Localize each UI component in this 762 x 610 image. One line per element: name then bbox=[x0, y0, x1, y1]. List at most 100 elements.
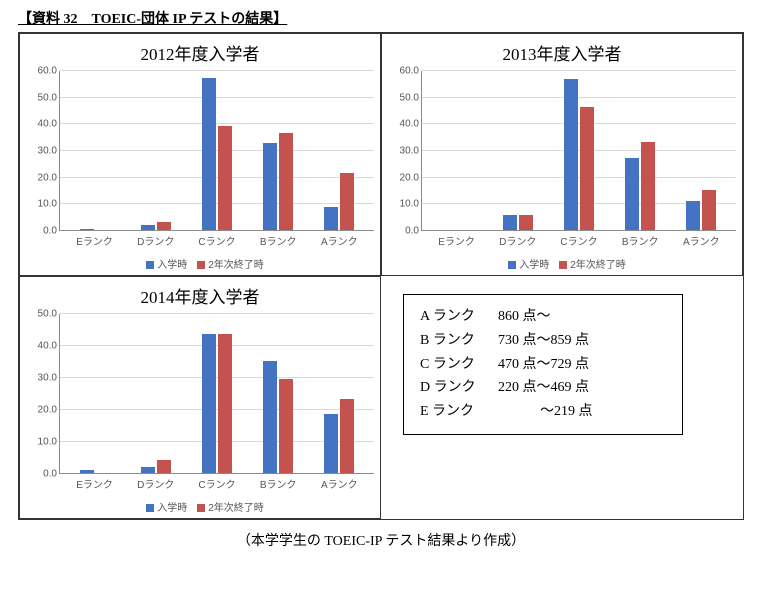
legend-label-series1: 入学時 bbox=[157, 260, 187, 271]
bar-series1 bbox=[141, 225, 155, 230]
legend-swatch-series2 bbox=[559, 261, 567, 269]
document-title: 【資料 32 TOEIC-団体 IP テストの結果】 bbox=[18, 8, 744, 28]
bar-series2 bbox=[702, 190, 716, 230]
plot-area bbox=[60, 314, 374, 474]
rank-row: C ランク470 点～729 点 bbox=[420, 353, 666, 377]
chart-legend: 入学時2年次終了時 bbox=[26, 256, 374, 271]
y-tick-label: 40.0 bbox=[400, 119, 419, 130]
y-tick-label: 20.0 bbox=[400, 172, 419, 183]
x-tick-label: Cランク bbox=[195, 233, 239, 248]
bar-series1 bbox=[324, 207, 338, 230]
rank-box: A ランク860 点～B ランク730 点～859 点C ランク470 点～72… bbox=[403, 294, 683, 435]
bar-series1 bbox=[141, 467, 155, 473]
x-tick-label: Bランク bbox=[618, 233, 662, 248]
bar-series1 bbox=[625, 158, 639, 230]
legend-label-series2: 2年次終了時 bbox=[570, 260, 626, 271]
bar-group bbox=[73, 470, 117, 473]
chart-panel-2013: 2013年度入学者0.010.020.030.040.050.060.0Eランク… bbox=[381, 33, 743, 276]
bar-group bbox=[317, 399, 361, 473]
chart-area: 0.010.020.030.040.050.0 bbox=[26, 314, 374, 474]
y-tick-label: 10.0 bbox=[400, 199, 419, 210]
bar-series1 bbox=[263, 361, 277, 473]
chart-title: 2013年度入学者 bbox=[388, 40, 736, 65]
y-axis: 0.010.020.030.040.050.060.0 bbox=[26, 71, 60, 231]
plot-area bbox=[60, 71, 374, 231]
x-tick-label: Dランク bbox=[134, 476, 178, 491]
x-tick-label: Cランク bbox=[557, 233, 601, 248]
rank-row: E ランク ～219 点 bbox=[420, 400, 666, 424]
bar-series1 bbox=[324, 414, 338, 473]
y-axis: 0.010.020.030.040.050.060.0 bbox=[388, 71, 422, 231]
y-tick-label: 20.0 bbox=[38, 172, 57, 183]
y-tick-label: 50.0 bbox=[38, 309, 57, 320]
bar-group bbox=[134, 460, 178, 473]
y-tick-label: 30.0 bbox=[400, 146, 419, 157]
rank-range: 220 点～469 点 bbox=[498, 380, 589, 395]
rank-range: 470 点～729 点 bbox=[498, 357, 589, 372]
bar-series2 bbox=[279, 379, 293, 473]
bar-series1 bbox=[80, 229, 94, 230]
x-tick-label: Aランク bbox=[317, 476, 361, 491]
bar-series2 bbox=[340, 173, 354, 230]
bar-series2 bbox=[218, 126, 232, 230]
x-tick-label: Eランク bbox=[73, 233, 117, 248]
x-tick-label: Aランク bbox=[317, 233, 361, 248]
bar-series1 bbox=[202, 78, 216, 230]
rank-range: 730 点～859 点 bbox=[498, 333, 589, 348]
chart-title: 2014年度入学者 bbox=[26, 283, 374, 308]
plot-area bbox=[422, 71, 736, 231]
y-tick-label: 0.0 bbox=[43, 226, 57, 237]
bar-group bbox=[256, 361, 300, 473]
x-tick-label: Bランク bbox=[256, 476, 300, 491]
x-tick-label: Dランク bbox=[496, 233, 540, 248]
footer-note: （本学学生の TOEIC-IP テスト結果より作成） bbox=[18, 530, 744, 550]
chart-legend: 入学時2年次終了時 bbox=[388, 256, 736, 271]
rank-range: ～219 点 bbox=[498, 404, 593, 419]
rank-label: B ランク bbox=[420, 329, 498, 353]
chart-area: 0.010.020.030.040.050.060.0 bbox=[388, 71, 736, 231]
x-tick-label: Bランク bbox=[256, 233, 300, 248]
bar-series2 bbox=[641, 142, 655, 230]
bar-series2 bbox=[580, 107, 594, 230]
rank-row: D ランク220 点～469 点 bbox=[420, 376, 666, 400]
x-axis-labels: EランクDランクCランクBランクAランク bbox=[60, 474, 374, 491]
chart-panel-2014: 2014年度入学者0.010.020.030.040.050.0EランクDランク… bbox=[19, 276, 381, 519]
bar-group bbox=[679, 190, 723, 230]
x-tick-label: Eランク bbox=[435, 233, 479, 248]
rank-label: E ランク bbox=[420, 400, 498, 424]
legend-swatch-series1 bbox=[146, 261, 154, 269]
legend-label-series2: 2年次終了時 bbox=[208, 503, 264, 514]
legend-swatch-series2 bbox=[197, 261, 205, 269]
rank-label: A ランク bbox=[420, 305, 498, 329]
bar-series1 bbox=[263, 143, 277, 230]
y-tick-label: 40.0 bbox=[38, 119, 57, 130]
bar-group bbox=[317, 173, 361, 230]
legend-label-series1: 入学時 bbox=[157, 503, 187, 514]
legend-swatch-series1 bbox=[508, 261, 516, 269]
y-tick-label: 10.0 bbox=[38, 199, 57, 210]
x-tick-label: Dランク bbox=[134, 233, 178, 248]
bar-group bbox=[618, 142, 662, 230]
y-tick-label: 0.0 bbox=[405, 226, 419, 237]
legend-swatch-series2 bbox=[197, 504, 205, 512]
bar-series1 bbox=[80, 470, 94, 473]
bar-series2 bbox=[340, 399, 354, 473]
bar-series1 bbox=[503, 215, 517, 230]
x-tick-label: Aランク bbox=[679, 233, 723, 248]
bar-series2 bbox=[519, 215, 533, 230]
y-tick-label: 20.0 bbox=[38, 405, 57, 416]
rank-row: B ランク730 点～859 点 bbox=[420, 329, 666, 353]
bar-series1 bbox=[686, 201, 700, 230]
bar-group bbox=[73, 229, 117, 230]
legend-swatch-series1 bbox=[146, 504, 154, 512]
bar-series1 bbox=[564, 79, 578, 230]
x-tick-label: Eランク bbox=[73, 476, 117, 491]
y-tick-label: 30.0 bbox=[38, 373, 57, 384]
rank-label: C ランク bbox=[420, 353, 498, 377]
y-tick-label: 60.0 bbox=[38, 66, 57, 77]
x-axis-labels: Eランク Dランク Cランク Bランク Aランク bbox=[422, 231, 736, 248]
bar-series1 bbox=[202, 334, 216, 473]
bar-group bbox=[134, 222, 178, 230]
y-tick-label: 60.0 bbox=[400, 66, 419, 77]
chart-area: 0.010.020.030.040.050.060.0 bbox=[26, 71, 374, 231]
